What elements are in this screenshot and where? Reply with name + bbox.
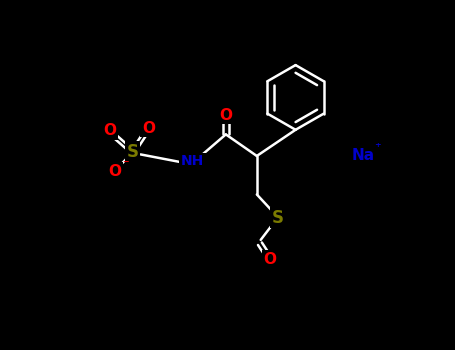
Text: ⁺: ⁺ xyxy=(374,141,380,154)
Text: S: S xyxy=(127,143,139,161)
Text: O: O xyxy=(263,252,277,267)
Text: O: O xyxy=(108,164,121,179)
Text: S: S xyxy=(272,209,284,226)
Text: Na: Na xyxy=(351,148,374,163)
Text: O: O xyxy=(219,108,233,122)
Text: NH: NH xyxy=(181,154,204,168)
Text: ⁻: ⁻ xyxy=(122,158,129,171)
Text: O: O xyxy=(142,121,155,136)
Text: O: O xyxy=(103,123,116,138)
